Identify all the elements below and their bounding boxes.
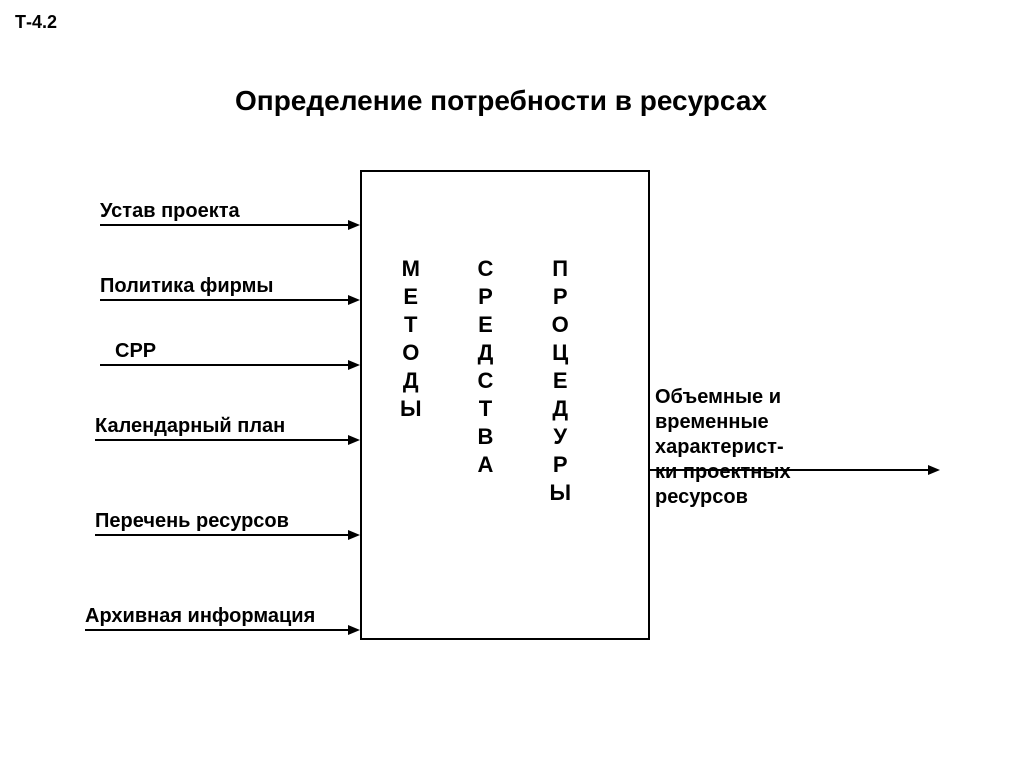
vertical-word-methods: МЕТОДЫ: [400, 255, 422, 423]
process-box-content: МЕТОДЫ СРЕДСТВА ПРОЦЕДУРЫ: [400, 255, 571, 507]
slide-code: Т-4.2: [15, 12, 57, 33]
input-label: Устав проекта: [100, 200, 240, 223]
diagram-canvas: Т-4.2 Определение потребности в ресурсах…: [0, 0, 1024, 768]
input-label: Архивная информация: [85, 605, 315, 628]
input-label: СРР: [115, 340, 156, 363]
vertical-word-means: СРЕДСТВА: [478, 255, 494, 479]
input-label: Политика фирмы: [100, 275, 274, 298]
output-label: Объемные и временные характерист- ки про…: [655, 385, 791, 510]
diagram-title: Определение потребности в ресурсах: [235, 85, 767, 117]
input-label: Перечень ресурсов: [95, 510, 289, 533]
vertical-word-procedures: ПРОЦЕДУРЫ: [549, 255, 571, 507]
input-label: Календарный план: [95, 415, 285, 438]
